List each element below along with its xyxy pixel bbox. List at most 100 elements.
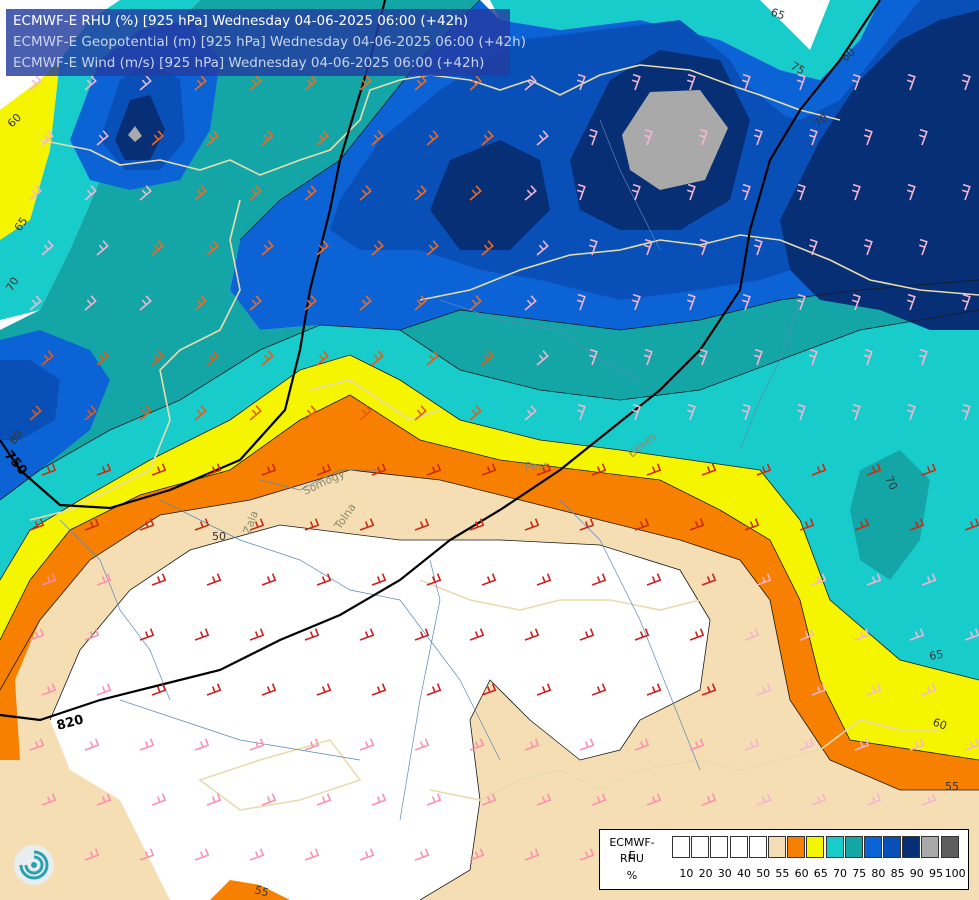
wind-barb-icon [359,75,372,91]
legend-tick-label: 30 [717,867,732,880]
rhu-white-core [50,525,710,900]
wind-barb-icon [643,238,653,256]
wind-barb-icon [866,683,882,696]
legend-model-label: ECMWF-E [609,836,655,862]
wind-barb-icon [811,573,827,586]
legend-tick-label: 40 [737,867,751,880]
legend-variable-label: RHU [620,852,644,865]
wind-barb-icon [29,295,42,311]
wind-barb-icon [576,73,586,91]
wind-barb-icon [249,185,262,201]
legend-swatch [902,836,921,858]
wind-barb-icon [139,405,152,421]
wind-barb-icon [206,240,219,256]
legend-tick-label: 70 [833,867,847,880]
legend-tick-label: 20 [698,867,713,880]
wind-barb-icon [41,463,57,476]
legend-swatch [940,836,959,858]
wind-barb-icon [426,793,442,806]
wind-barb-icon [359,628,375,641]
wind-barb-icon [576,293,586,311]
place-label-pest: Pest [525,460,549,473]
wind-barb-icon [261,350,274,366]
wind-barb-icon [753,128,763,146]
wind-barb-icon [249,848,265,861]
wind-barb-icon [851,183,861,201]
legend-tick-label: 65 [813,867,828,880]
wind-barb-icon [96,240,109,256]
wind-barb-icon [206,130,219,146]
wind-barb-icon [29,738,45,751]
legend-swatch [921,836,940,858]
wind-barb-icon [359,848,375,861]
wind-barb-icon [469,738,485,751]
wind-barb-icon [854,518,870,531]
wind-barb-icon [139,738,155,751]
wind-barb-icon [753,238,763,256]
rivers [59,119,801,821]
wind-barb-icon [469,848,485,861]
wind-barb-icon [698,238,708,256]
wind-barb-icon [371,240,384,256]
wind-barb-icon [961,403,971,421]
wind-barb-icon [261,793,277,806]
wind-barb-icon [41,350,54,366]
wind-barb-icon [84,75,97,91]
wind-barb-icon [808,128,818,146]
wind-barb-icon [96,793,112,806]
wind-barb-icon [29,75,42,91]
wind-barb-icon [194,185,207,201]
wind-barb-icon [29,518,45,531]
wind-barb-icon [863,238,873,256]
wind-barb-icon [304,75,317,91]
title-rhu: ECMWF-E RHU (%) [925 hPa] Wednesday 04-0… [13,13,468,29]
wind-barb-icon [741,183,751,201]
wind-barb-icon [84,848,100,861]
wind-barb-icon [579,738,595,751]
wind-barb-icon [426,240,439,256]
wind-barb-icon [249,738,265,751]
wind-barb-icon [414,405,427,421]
wind-barb-icon [646,463,662,476]
rhu-band-85-left [0,360,60,440]
wind-barb-icon [756,793,772,806]
contour-label: 55 [945,780,959,793]
wind-barb-icon [906,73,916,91]
legend-tick-label: 95 [929,867,943,880]
wind-barb-icon [194,295,207,311]
colorbar-legend: ECMWF-E RHU % 10 20 30 40 50 55 60 65 70 75 80 85 90… [599,829,969,890]
wind-barb-icon [811,793,827,806]
wind-barb-icon [261,130,274,146]
wind-barb-icon [808,238,818,256]
wind-barb-icon [481,463,497,476]
wind-barb-icon [96,683,112,696]
wind-barb-icon [906,403,916,421]
wind-barb-icon [414,75,427,91]
wind-barb-icon [643,348,653,366]
wind-barb-icon [96,463,112,476]
wind-barb-icon [686,183,696,201]
legend-swatch [672,836,690,858]
rhu-band-60 [0,395,979,790]
wind-barb-icon [741,73,751,91]
rhu-blob-75-east [850,450,930,580]
rhu-band-70 [0,310,979,680]
legend-swatch [767,836,786,858]
legend-tick-label: 80 [871,867,886,880]
wind-barb-icon [921,573,937,586]
wind-barb-icon [701,683,717,696]
wind-barb-icon [96,573,112,586]
wind-barb-icon [631,183,641,201]
wind-barb-icon [744,628,760,641]
wind-barb-icon [646,793,662,806]
wind-barb-icon [854,738,870,751]
ecmwf-logo-icon [14,845,54,885]
wind-barb-icon [536,463,552,476]
wind-barb-icon [316,793,332,806]
wind-barb-icon [316,240,329,256]
wind-barb-icon [866,463,882,476]
wind-barb-icon [139,848,155,861]
legend-swatch [787,836,806,858]
wind-barb-icon [469,628,485,641]
